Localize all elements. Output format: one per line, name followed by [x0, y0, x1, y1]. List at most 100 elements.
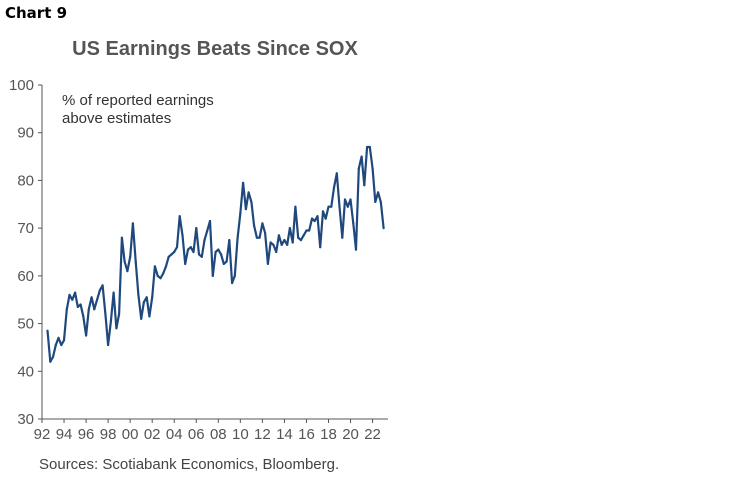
data-point — [87, 308, 90, 311]
data-point — [277, 234, 280, 237]
y-tick-label: 80 — [17, 172, 34, 189]
data-point — [60, 343, 63, 347]
data-point — [156, 274, 159, 277]
data-point — [82, 315, 85, 318]
source-note: Sources: Scotiabank Economics, Bloomberg… — [39, 456, 340, 473]
data-point — [225, 260, 228, 263]
y-tick-label: 50 — [17, 316, 34, 333]
data-point — [242, 181, 245, 184]
data-point — [101, 284, 104, 287]
data-point — [104, 312, 107, 316]
data-point — [222, 262, 225, 265]
x-tick-label: 18 — [320, 426, 337, 443]
x-tick-label: 00 — [122, 426, 139, 443]
x-tick-label: 12 — [254, 426, 271, 443]
data-point — [79, 303, 82, 306]
data-point — [129, 255, 132, 258]
data-point — [167, 255, 170, 258]
data-point — [291, 241, 294, 244]
data-point — [85, 334, 88, 337]
data-point — [239, 212, 242, 215]
data-point — [93, 308, 96, 311]
data-point — [360, 155, 363, 158]
data-point — [120, 236, 123, 239]
data-point — [123, 260, 126, 263]
data-point — [363, 184, 366, 187]
data-point — [98, 289, 101, 292]
data-point — [145, 296, 148, 299]
data-point — [286, 243, 289, 246]
y-tick-label: 60 — [17, 268, 34, 285]
x-tick-label: 98 — [100, 426, 117, 443]
data-point — [324, 217, 327, 220]
x-tick-label: 92 — [34, 426, 51, 443]
data-point — [137, 293, 140, 296]
data-point — [280, 243, 283, 246]
data-point — [258, 236, 261, 239]
data-point — [349, 198, 352, 201]
data-point — [228, 239, 231, 242]
data-point — [319, 246, 322, 249]
data-point — [76, 305, 79, 308]
y-tick-group: 30 40 50 60 70 80 90 100 — [9, 77, 42, 428]
data-point — [297, 236, 300, 239]
data-point — [255, 236, 258, 239]
y-tick-label: 90 — [17, 125, 34, 142]
data-point — [266, 262, 269, 265]
data-point — [366, 145, 369, 149]
data-point — [173, 250, 176, 254]
data-point — [338, 205, 341, 208]
chart-title: US Earnings Beats Since SOX — [72, 38, 358, 60]
annotation-line-1: % of reported earnings — [62, 92, 214, 109]
data-point — [151, 296, 154, 299]
data-point — [206, 229, 209, 232]
data-point — [65, 308, 68, 311]
data-point — [371, 167, 374, 170]
data-point — [74, 291, 77, 294]
data-point — [377, 191, 380, 194]
data-point — [162, 272, 165, 275]
data-point — [184, 262, 187, 265]
data-point — [178, 215, 181, 218]
x-tick-label: 04 — [166, 426, 183, 443]
x-tick-label: 14 — [276, 426, 293, 443]
chart-number-label: Chart 9 — [5, 4, 68, 22]
data-point — [247, 191, 250, 194]
data-point — [203, 239, 206, 242]
y-tick-label: 40 — [17, 363, 34, 380]
chart-annotation: % of reported earnings above estimates — [62, 92, 262, 128]
data-point — [220, 253, 223, 256]
series-line-earnings-beats — [46, 145, 385, 363]
data-point — [316, 215, 319, 218]
data-point — [112, 291, 115, 294]
data-point — [71, 298, 74, 301]
data-point — [308, 229, 311, 232]
data-point — [107, 343, 110, 347]
x-tick-label: 96 — [78, 426, 95, 443]
data-point — [374, 200, 377, 203]
data-point — [283, 239, 286, 242]
data-point — [310, 217, 314, 220]
data-point — [269, 241, 272, 244]
data-point — [354, 248, 358, 251]
data-point — [211, 274, 214, 277]
data-point — [313, 219, 316, 223]
data-point — [244, 208, 247, 211]
data-point — [302, 234, 305, 237]
data-point — [109, 320, 112, 323]
data-point — [90, 296, 93, 299]
data-point — [189, 246, 192, 249]
data-point — [382, 227, 385, 230]
data-point — [131, 222, 134, 225]
data-point — [341, 236, 344, 239]
data-point — [275, 250, 278, 254]
data-point — [153, 265, 156, 268]
x-tick-group: 92 94 96 98 00 02 04 06 08 10 12 14 16 18 20 22 — [34, 419, 381, 443]
data-point — [170, 253, 173, 256]
data-point — [357, 167, 360, 170]
data-point — [330, 205, 333, 208]
data-point — [379, 200, 382, 203]
data-point — [140, 317, 143, 320]
x-tick-label: 06 — [188, 426, 205, 443]
